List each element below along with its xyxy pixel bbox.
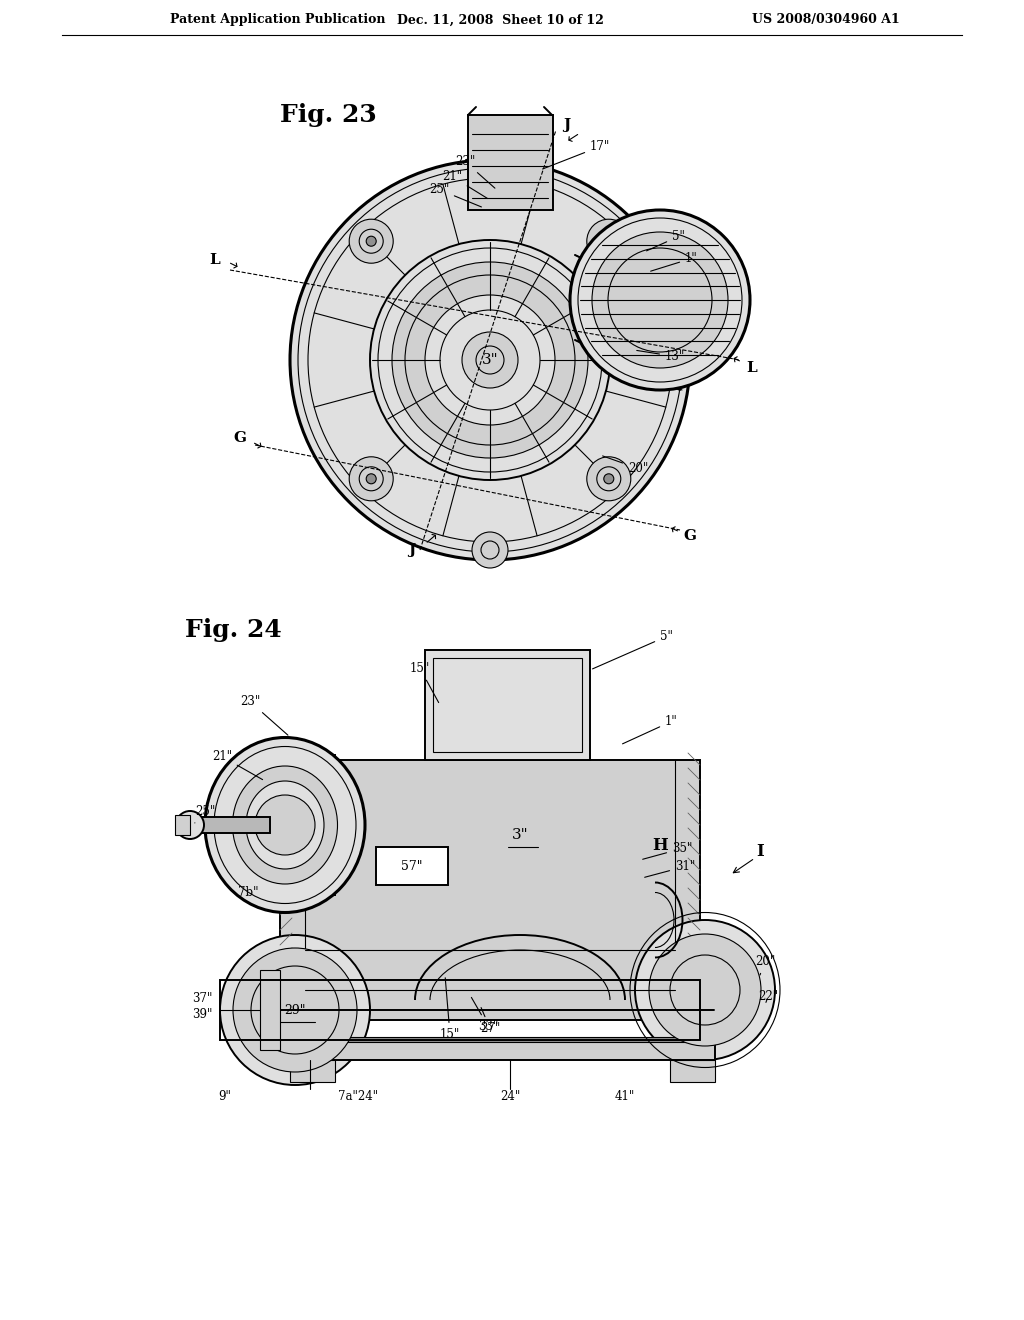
- Text: 7b": 7b": [238, 887, 258, 899]
- Text: G: G: [683, 529, 696, 543]
- Text: 7a"24": 7a"24": [338, 1090, 378, 1104]
- Circle shape: [290, 160, 690, 560]
- Text: 57": 57": [401, 859, 423, 873]
- Circle shape: [349, 219, 393, 263]
- Bar: [190, 817, 270, 833]
- Circle shape: [349, 457, 393, 500]
- Circle shape: [587, 219, 631, 263]
- Text: L: L: [746, 360, 758, 375]
- Text: 15": 15": [440, 978, 460, 1041]
- Text: 3": 3": [481, 352, 499, 367]
- Text: 39": 39": [193, 1008, 212, 1022]
- Text: 35": 35": [643, 842, 692, 859]
- Bar: [376, 847, 449, 884]
- Text: 22": 22": [758, 990, 778, 1003]
- Bar: [670, 1060, 715, 1082]
- Circle shape: [176, 810, 204, 840]
- Circle shape: [570, 210, 750, 389]
- Text: Fig. 24: Fig. 24: [185, 618, 282, 642]
- Text: 5": 5": [646, 230, 685, 251]
- Circle shape: [220, 935, 370, 1085]
- Text: 33": 33": [471, 998, 499, 1034]
- Circle shape: [604, 474, 613, 484]
- Text: 24": 24": [500, 1090, 520, 1104]
- Circle shape: [462, 333, 518, 388]
- Text: G: G: [233, 432, 247, 445]
- Circle shape: [367, 474, 376, 484]
- Text: 25": 25": [195, 805, 215, 822]
- Text: 23": 23": [455, 154, 495, 189]
- Circle shape: [649, 935, 761, 1045]
- Circle shape: [233, 948, 357, 1072]
- Ellipse shape: [246, 781, 324, 869]
- Text: 20": 20": [755, 954, 775, 975]
- Text: J: J: [563, 117, 570, 132]
- Circle shape: [425, 294, 555, 425]
- Circle shape: [604, 236, 613, 247]
- Bar: [290, 1060, 335, 1082]
- Circle shape: [587, 457, 631, 500]
- Ellipse shape: [232, 766, 338, 884]
- Text: 3": 3": [512, 828, 528, 842]
- Text: 27": 27": [480, 1007, 500, 1035]
- Text: 1": 1": [623, 715, 678, 744]
- Bar: [468, 115, 553, 210]
- Bar: [265, 1038, 715, 1041]
- Circle shape: [472, 532, 508, 568]
- Text: 13": 13": [637, 350, 685, 363]
- Text: J: J: [409, 543, 416, 557]
- Text: H: H: [652, 837, 668, 854]
- Circle shape: [392, 261, 588, 458]
- Text: 15": 15": [410, 663, 438, 702]
- Text: 9": 9": [218, 1090, 231, 1104]
- Text: 31": 31": [645, 861, 695, 878]
- Text: 17": 17": [543, 140, 610, 169]
- Circle shape: [635, 920, 775, 1060]
- Bar: [175, 814, 190, 836]
- Text: 20": 20": [602, 455, 648, 475]
- Bar: [265, 1041, 715, 1060]
- Bar: [220, 979, 700, 1040]
- Circle shape: [592, 232, 728, 368]
- Text: 29": 29": [285, 1003, 306, 1016]
- Text: 25": 25": [429, 183, 481, 207]
- Ellipse shape: [205, 738, 365, 912]
- Text: 1": 1": [650, 252, 697, 271]
- Text: 23": 23": [240, 696, 288, 735]
- Text: 41": 41": [614, 1090, 635, 1104]
- Text: 37": 37": [193, 991, 212, 1005]
- Bar: [300, 755, 335, 895]
- Text: L: L: [210, 253, 220, 267]
- Text: 21": 21": [442, 170, 487, 198]
- Text: Fig. 23: Fig. 23: [280, 103, 377, 127]
- Text: US 2008/0304960 A1: US 2008/0304960 A1: [753, 13, 900, 26]
- Bar: [433, 657, 582, 752]
- Text: Patent Application Publication: Patent Application Publication: [170, 13, 385, 26]
- Circle shape: [255, 795, 315, 855]
- Circle shape: [367, 236, 376, 247]
- Text: 21": 21": [212, 750, 262, 780]
- Text: 5": 5": [593, 630, 673, 669]
- Bar: [425, 649, 590, 760]
- Bar: [260, 970, 280, 1049]
- Text: I: I: [756, 843, 764, 861]
- Bar: [280, 760, 700, 1020]
- Text: Dec. 11, 2008  Sheet 10 of 12: Dec. 11, 2008 Sheet 10 of 12: [396, 13, 603, 26]
